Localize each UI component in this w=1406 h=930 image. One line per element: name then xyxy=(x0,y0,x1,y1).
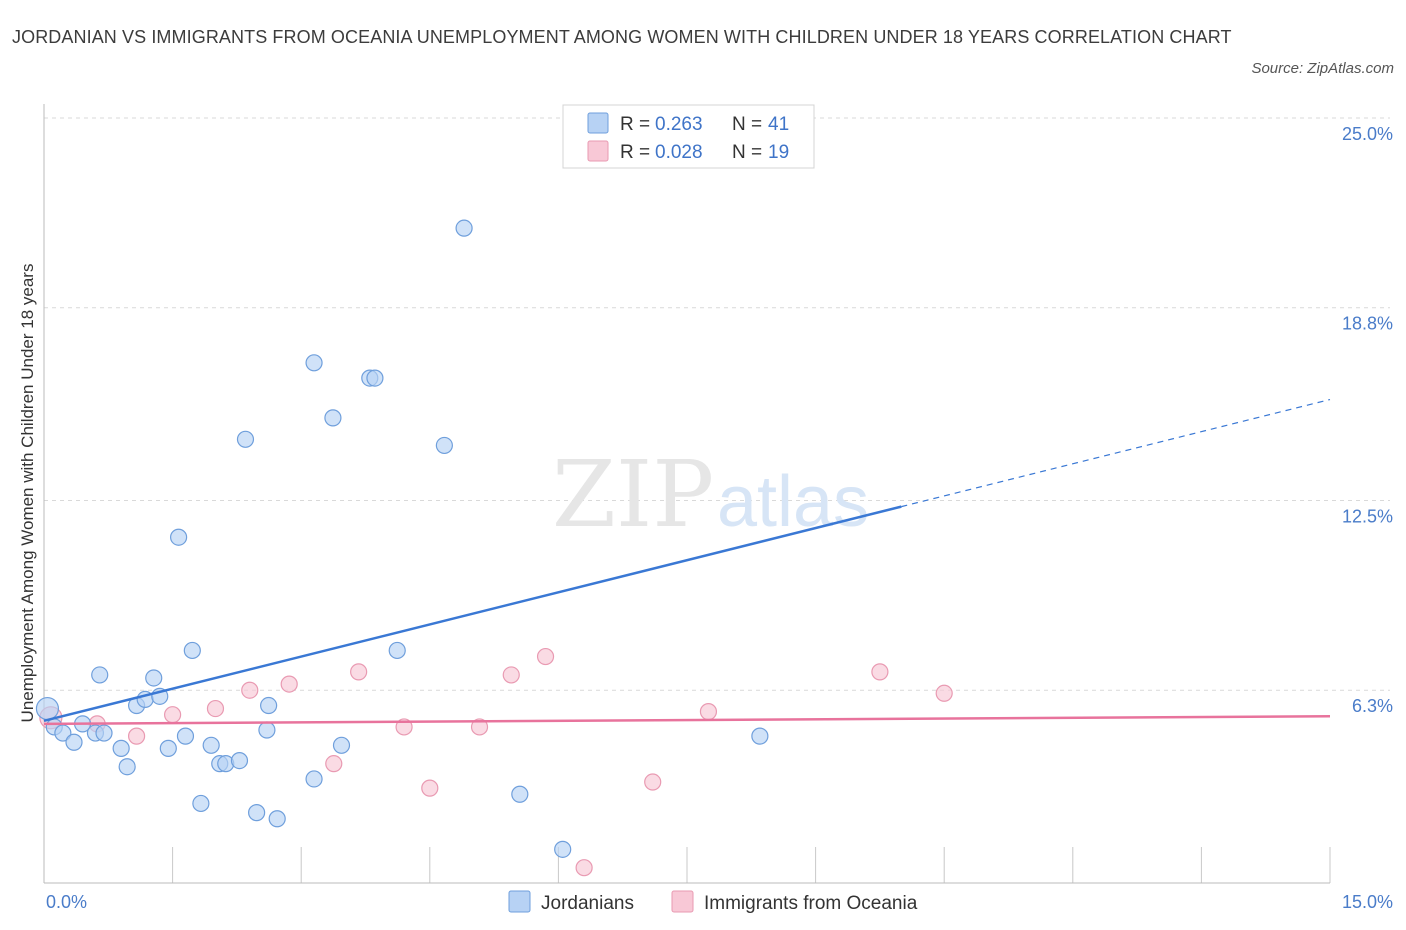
jordanian-point xyxy=(554,840,572,858)
y-axis-title: Unemployment Among Women with Children U… xyxy=(18,264,37,723)
legend-r-label-2: R = xyxy=(620,142,650,163)
jordanian-point xyxy=(435,436,453,455)
jordanian-point xyxy=(230,751,249,770)
jordanian-point xyxy=(176,727,195,745)
watermark-zip: ZIP xyxy=(552,441,714,548)
legend-r-value-1: 0.263 xyxy=(655,114,703,135)
series-jordanians xyxy=(35,219,769,858)
oceania-point xyxy=(502,666,520,684)
jordanian-point xyxy=(65,733,83,751)
watermark-atlas: atlas xyxy=(717,462,869,542)
jordanian-point xyxy=(366,369,384,387)
oceania-point xyxy=(127,727,146,745)
jordanian-point xyxy=(751,727,769,745)
bottom-legend-label-jordanians: Jordanians xyxy=(541,893,634,914)
oceania-point xyxy=(350,663,368,681)
jordanian-point xyxy=(248,804,266,822)
axis-layer xyxy=(43,104,1330,884)
y-tick-label: 6.3% xyxy=(1352,696,1393,716)
jordanians-trend-line xyxy=(43,505,902,723)
y-tick-label: 18.8% xyxy=(1342,314,1393,334)
oceania-point xyxy=(871,663,889,681)
jordanian-point xyxy=(455,219,473,237)
oceania-point xyxy=(470,718,489,736)
oceania-point xyxy=(536,647,555,666)
legend-swatch-jordanians xyxy=(587,112,609,134)
jordanian-point xyxy=(305,770,323,788)
jordanian-point xyxy=(511,785,529,803)
jordanian-point xyxy=(54,724,72,742)
bottom-legend-swatch-jordanians xyxy=(508,890,531,913)
jordanian-point xyxy=(159,739,177,757)
x-tick-label-max: 15.0% xyxy=(1342,892,1393,912)
legend-r-value-2: 0.028 xyxy=(655,142,703,163)
jordanian-point xyxy=(183,641,201,660)
legend-swatch-oceania xyxy=(587,140,609,162)
oceania-point xyxy=(280,675,298,693)
grid-layer xyxy=(43,117,1390,883)
x-tick-label-min: 0.0% xyxy=(46,892,87,912)
jordanian-point xyxy=(202,736,220,754)
bottom-legend-label-oceania: Immigrants from Oceania xyxy=(704,893,918,914)
jordanian-point xyxy=(170,528,188,546)
jordanian-point xyxy=(35,696,60,721)
jordanian-point xyxy=(258,721,276,739)
oceania-point xyxy=(935,684,953,702)
jordanian-point xyxy=(332,736,351,754)
jordanian-point xyxy=(145,669,163,687)
jordanian-point xyxy=(95,724,113,742)
jordanian-point xyxy=(236,430,255,448)
legend-n-value-2: 19 xyxy=(768,142,789,163)
y-tick-label: 25.0% xyxy=(1342,124,1393,144)
jordanian-point xyxy=(305,354,323,372)
jordanian-point xyxy=(324,409,342,427)
jordanian-point xyxy=(260,696,278,715)
watermark: ZIP atlas xyxy=(552,441,869,548)
trend-lines xyxy=(43,398,1331,726)
jordanian-point xyxy=(118,758,136,776)
jordanian-point xyxy=(268,810,286,828)
oceania-point xyxy=(699,703,718,721)
oceania-point xyxy=(241,681,259,699)
chart-source: Source: ZipAtlas.com xyxy=(1251,60,1394,77)
legend-n-value-1: 41 xyxy=(768,114,789,135)
oceania-point xyxy=(575,859,593,877)
jordanians-trend-extension xyxy=(901,398,1331,508)
series-legend: Jordanians Immigrants from Oceania xyxy=(508,890,918,914)
oceania-trend-line xyxy=(43,714,1331,726)
jordanian-point xyxy=(112,739,130,757)
bottom-legend-swatch-oceania xyxy=(671,890,694,913)
jordanian-point xyxy=(388,641,406,660)
oceania-point xyxy=(206,699,225,718)
jordanian-point xyxy=(192,794,210,813)
y-tick-labels: 6.3% 12.5% 18.8% 25.0% xyxy=(1342,124,1393,716)
legend-n-label-1: N = xyxy=(732,114,762,135)
legend-n-label-2: N = xyxy=(732,142,762,163)
y-tick-label: 12.5% xyxy=(1342,507,1393,527)
series-immigrants-from-oceania xyxy=(39,647,953,877)
jordanian-point xyxy=(91,666,109,684)
oceania-point xyxy=(164,706,182,724)
oceania-point xyxy=(325,755,343,773)
legend-r-label-1: R = xyxy=(620,114,650,135)
oceania-point xyxy=(644,773,662,791)
chart-title: JORDANIAN VS IMMIGRANTS FROM OCEANIA UNE… xyxy=(12,27,1232,47)
oceania-point xyxy=(421,779,439,797)
stats-legend: R = 0.263 N = 41 R = 0.028 N = 19 xyxy=(562,104,815,169)
